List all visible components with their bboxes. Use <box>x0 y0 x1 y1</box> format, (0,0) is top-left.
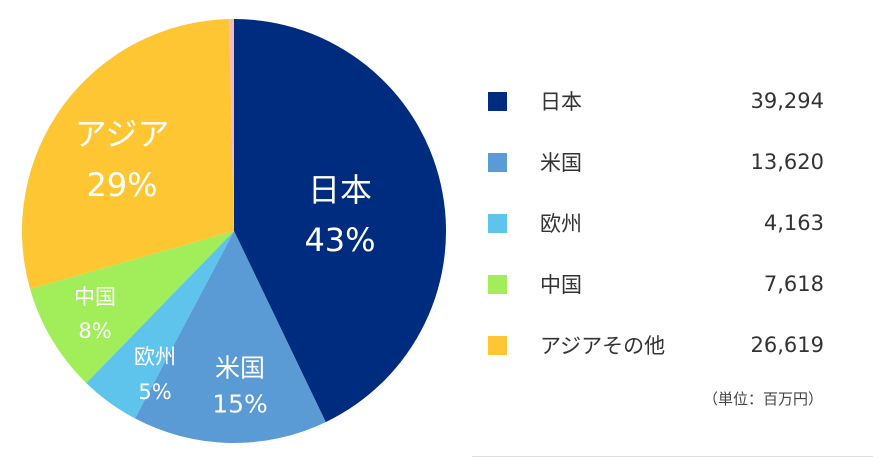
pie-label-percent-china: 8% <box>78 319 111 343</box>
legend-swatch <box>488 91 507 111</box>
legend-value: 26,619 <box>750 333 824 357</box>
pie-label-name-asia: アジア <box>75 115 170 153</box>
legend-label: 欧州 <box>540 212 582 236</box>
pie-chart: 日本 43% 米国 15% 欧州 5% 中国 8% アジア 29% <box>22 18 447 443</box>
pie-slice-europe <box>86 231 234 419</box>
pie-label-name-japan: 日本 <box>308 171 372 209</box>
pie-label-percent-japan: 43% <box>304 221 375 259</box>
legend-label: 中国 <box>540 273 582 297</box>
pie-slice-sliver <box>229 18 234 231</box>
legend-label: 日本 <box>540 90 582 114</box>
pie-slices <box>22 18 447 443</box>
legend-value: 39,294 <box>750 89 824 113</box>
pie-slice-china <box>30 231 234 383</box>
legend-swatch <box>488 152 507 172</box>
unit-note: （単位：百万円） <box>702 390 823 408</box>
pie-labels: 日本 43% 米国 15% 欧州 5% 中国 8% アジア 29% <box>74 115 376 419</box>
legend-item-japan: 日本 39,294 <box>488 86 824 116</box>
legend-value: 13,620 <box>750 150 824 174</box>
legend-item-usa: 米国 13,620 <box>488 147 824 177</box>
pie-label-percent-asia: 29% <box>86 166 157 204</box>
legend-item-asia-other: アジアその他 26,619 <box>488 330 824 360</box>
legend-value: 7,618 <box>763 272 824 296</box>
pie-label-name-usa: 米国 <box>215 354 265 383</box>
legend-swatch <box>488 274 507 294</box>
pie-slice-japan <box>234 19 447 423</box>
legend-swatch <box>488 213 507 233</box>
pie-label-name-china: 中国 <box>74 285 116 309</box>
legend-label: アジアその他 <box>540 334 666 358</box>
divider <box>472 456 873 457</box>
pie-label-percent-usa: 15% <box>212 390 268 419</box>
pie-label-percent-europe: 5% <box>138 380 171 404</box>
legend-item-europe: 欧州 4,163 <box>488 208 824 238</box>
legend-swatch <box>488 335 507 355</box>
pie-slice-usa <box>134 231 326 443</box>
legend-item-china: 中国 7,618 <box>488 269 824 299</box>
legend-value: 4,163 <box>763 211 824 235</box>
pie-label-name-europe: 欧州 <box>134 345 176 369</box>
legend-label: 米国 <box>540 151 582 175</box>
pie-slice-asia <box>22 19 234 289</box>
legend: 日本 39,294 米国 13,620 欧州 4,163 中国 7,618 アジ… <box>488 0 824 461</box>
